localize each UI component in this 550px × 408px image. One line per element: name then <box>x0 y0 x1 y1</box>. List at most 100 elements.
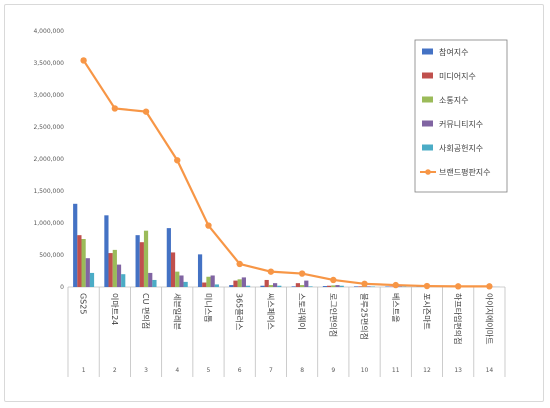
category-label: 이마트24 <box>110 293 120 325</box>
legend-label: 커뮤니티지수 <box>439 119 483 129</box>
legend-label: 미디어지수 <box>439 71 476 81</box>
bar-1 <box>291 286 296 287</box>
bar-2 <box>358 286 363 287</box>
bar-3 <box>143 230 149 287</box>
bar-3 <box>237 279 242 287</box>
bar-1 <box>166 228 171 287</box>
legend-swatch <box>422 96 433 103</box>
y-tick-label: 2,000,000 <box>33 156 64 163</box>
bar-2 <box>327 285 332 287</box>
y-tick-label: 3,500,000 <box>33 60 64 67</box>
bar-3 <box>300 285 305 287</box>
bar-4 <box>304 280 309 287</box>
reputation-point <box>486 283 493 290</box>
y-tick-label: 3,000,000 <box>33 92 64 99</box>
reputation-point <box>392 281 399 289</box>
category-label: 미니스톱 <box>203 293 213 322</box>
bar-4 <box>272 283 278 287</box>
category-label: 포시즌마트 <box>422 293 431 330</box>
category-label: 로그인편의점 <box>328 293 338 337</box>
reputation-point <box>236 260 243 268</box>
rank-label: 8 <box>300 367 304 374</box>
bar-5 <box>152 279 157 287</box>
bar-2 <box>108 253 113 287</box>
bar-5 <box>370 286 376 287</box>
rank-label: 11 <box>392 367 400 374</box>
legend-label: 사회공헌지수 <box>439 144 483 153</box>
reputation-point <box>174 157 181 164</box>
category-label: CU 편의점 <box>141 293 151 329</box>
bar-5 <box>183 281 188 287</box>
legend-swatch <box>422 120 433 127</box>
bar-3 <box>112 249 117 287</box>
y-tick-label: 500,000 <box>39 252 64 259</box>
reputation-point <box>298 270 306 277</box>
bar-4 <box>241 277 246 287</box>
bar-4 <box>148 272 153 287</box>
bar-1 <box>229 285 234 287</box>
reputation-point <box>361 280 368 287</box>
bar-4 <box>335 285 340 287</box>
bar-2 <box>233 280 238 287</box>
bar-4 <box>85 258 90 287</box>
bar-5 <box>245 285 251 287</box>
reputation-point <box>330 276 337 284</box>
y-tick-label: 4,000,000 <box>33 28 64 35</box>
bar-1 <box>354 286 359 287</box>
bar-2 <box>295 283 301 287</box>
bar-5 <box>308 286 313 287</box>
rank-label: 12 <box>423 367 431 374</box>
bar-3 <box>81 239 86 287</box>
category-label: 세븐일레븐 <box>172 293 181 330</box>
reputation-point <box>454 283 462 290</box>
rank-label: 4 <box>175 367 179 374</box>
bar-2 <box>139 242 144 287</box>
category-label: 365플러스 <box>235 293 244 330</box>
legend-marker <box>425 169 431 175</box>
bar-4 <box>210 275 215 287</box>
category-label: GS25 <box>79 293 88 314</box>
reputation-point <box>423 282 431 290</box>
bar-4 <box>366 286 371 287</box>
category-label: 씨스페이스 <box>266 293 276 330</box>
bar-5 <box>339 285 344 287</box>
legend-box <box>414 39 508 193</box>
bar-1 <box>260 285 265 287</box>
bar-2 <box>264 279 269 287</box>
rank-label: 13 <box>454 367 462 374</box>
bar-3 <box>175 271 180 287</box>
bar-4 <box>116 264 122 287</box>
y-tick-label: 1,000,000 <box>33 220 64 227</box>
reputation-point <box>80 57 87 64</box>
y-tick-label: 0 <box>60 284 64 291</box>
legend-swatch <box>422 72 433 79</box>
rank-label: 2 <box>113 367 117 374</box>
bar-4 <box>179 275 184 287</box>
reputation-point <box>142 108 150 115</box>
rank-label: 10 <box>361 367 369 374</box>
bar-3 <box>331 285 336 287</box>
bar-4 <box>397 286 403 287</box>
legend-swatch <box>422 48 433 55</box>
bar-2 <box>170 252 176 287</box>
reputation-point <box>111 105 119 112</box>
category-label: 블루25편의점 <box>360 293 370 340</box>
legend-swatch <box>422 144 433 151</box>
bar-3 <box>268 285 273 287</box>
bar-1 <box>135 235 140 287</box>
bar-1 <box>197 254 203 287</box>
bar-2 <box>202 282 207 287</box>
bar-2 <box>389 286 394 287</box>
legend-label: 브랜드평판지수 <box>439 167 491 177</box>
bar-5 <box>89 272 95 287</box>
bar-5 <box>277 285 282 287</box>
bar-5 <box>121 274 126 287</box>
rank-label: 6 <box>238 367 242 374</box>
category-label: 베스트올 <box>391 293 400 322</box>
bar-2 <box>77 235 82 287</box>
y-tick-label: 1,500,000 <box>33 188 64 195</box>
category-label: 아이지에이마트 <box>484 293 494 345</box>
rank-label: 5 <box>207 367 211 374</box>
plot-area: 0 500,000 1,000,000 1,500,000 2,000,000 2,500… <box>33 28 506 377</box>
legend-label: 참여지수 <box>439 47 468 57</box>
